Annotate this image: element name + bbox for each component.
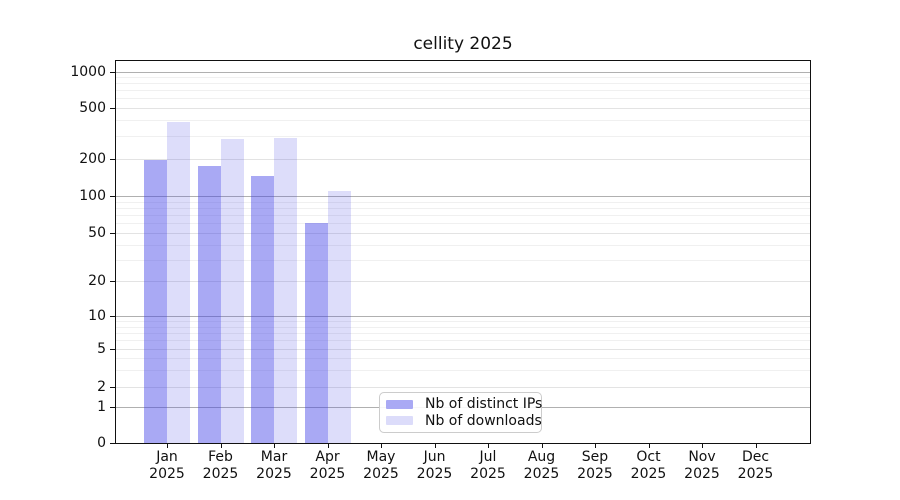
y-tick-label: 1 [97, 399, 106, 415]
y-tick [110, 443, 115, 444]
gridline [116, 316, 810, 317]
x-tick [648, 444, 650, 448]
y-tick [110, 71, 115, 73]
bar-nb-of-downloads-mar [274, 138, 297, 443]
x-tick [327, 444, 329, 448]
y-tick-label: 0 [97, 435, 106, 451]
x-tick [755, 444, 757, 448]
x-tick [434, 444, 436, 448]
x-tick-label: Mar 2025 [256, 449, 292, 482]
gridline [116, 71, 810, 73]
y-tick-label: 200 [79, 151, 106, 167]
y-tick [110, 349, 115, 350]
gridline [116, 244, 810, 246]
legend-swatch-nb-of-downloads [386, 416, 413, 426]
gridline [116, 196, 810, 197]
x-tick-label: Nov 2025 [684, 449, 720, 482]
y-tick [110, 387, 115, 388]
x-tick-label: May 2025 [363, 449, 399, 482]
x-tick-label: Jan 2025 [149, 449, 185, 482]
y-tick-label: 2 [97, 379, 106, 395]
gridline [116, 349, 810, 350]
gridline [116, 120, 810, 122]
gridline [116, 340, 810, 342]
gridline [116, 215, 810, 217]
x-tick [220, 444, 222, 448]
gridline [116, 136, 810, 138]
gridline [116, 370, 810, 372]
y-tick-label: 5 [97, 341, 106, 357]
gridline [116, 233, 810, 234]
bar-nb-of-distinct-ips-jan [144, 160, 167, 443]
gridline [116, 108, 810, 109]
x-tick-label: Sep 2025 [577, 449, 613, 482]
x-tick [595, 444, 596, 448]
legend: Nb of distinct IPs Nb of downloads [379, 392, 542, 433]
gridline [116, 98, 810, 100]
x-tick [381, 444, 382, 448]
gridline [116, 207, 810, 209]
x-tick-label: Jun 2025 [416, 449, 453, 482]
gridline [116, 201, 810, 203]
grid-layer [116, 61, 810, 443]
y-tick [110, 159, 115, 160]
bar-nb-of-downloads-apr [327, 190, 351, 443]
bar-nb-of-downloads-jan [167, 121, 190, 443]
bar-nb-of-downloads-feb [220, 139, 244, 443]
x-tick [167, 444, 168, 448]
plot-area [115, 60, 811, 444]
legend-item-nb-of-distinct-ips: Nb of distinct IPs [386, 396, 542, 412]
y-tick-label: 10 [88, 308, 106, 324]
gridline [116, 259, 810, 261]
gridline [116, 326, 810, 328]
x-tick [541, 444, 543, 448]
y-tick-label: 50 [88, 225, 106, 241]
x-tick [488, 444, 489, 448]
x-tick-label: Feb 2025 [202, 449, 239, 482]
chart-title: cellity 2025 [413, 34, 513, 54]
x-tick-label: Oct 2025 [630, 449, 667, 482]
y-tick-label: 500 [79, 100, 106, 116]
gridline [116, 159, 810, 160]
x-tick-label: Jul 2025 [470, 449, 506, 482]
x-tick-label: Aug 2025 [523, 449, 560, 482]
legend-label-nb-of-distinct-ips: Nb of distinct IPs [425, 396, 543, 413]
gridline [116, 321, 810, 323]
gridline [116, 387, 810, 388]
gridline [116, 223, 810, 225]
legend-label-nb-of-downloads: Nb of downloads [425, 412, 542, 429]
y-tick [110, 407, 115, 408]
gridline [116, 77, 810, 79]
y-tick-label: 1000 [70, 63, 106, 80]
y-tick [110, 196, 115, 197]
y-tick [110, 233, 115, 234]
gridline [116, 281, 810, 282]
x-tick-label: Apr 2025 [309, 449, 346, 482]
y-tick [110, 281, 115, 282]
y-tick-label: 20 [88, 273, 106, 289]
legend-swatch-nb-of-distinct-ips [386, 399, 413, 409]
gridline [116, 90, 810, 92]
y-tick [110, 108, 115, 109]
x-tick [702, 444, 703, 448]
bar-nb-of-distinct-ips-mar [251, 176, 274, 443]
gridline [116, 358, 810, 360]
y-tick-label: 100 [79, 188, 106, 204]
bars-layer [116, 61, 810, 443]
gridline [116, 332, 810, 334]
legend-item-nb-of-downloads: Nb of downloads [386, 413, 542, 429]
gridline [116, 83, 810, 85]
y-tick [110, 316, 115, 317]
x-tick-label: Dec 2025 [737, 449, 774, 482]
bar-nb-of-distinct-ips-feb [197, 166, 221, 443]
x-tick [274, 444, 275, 448]
bar-nb-of-distinct-ips-apr [304, 223, 328, 443]
